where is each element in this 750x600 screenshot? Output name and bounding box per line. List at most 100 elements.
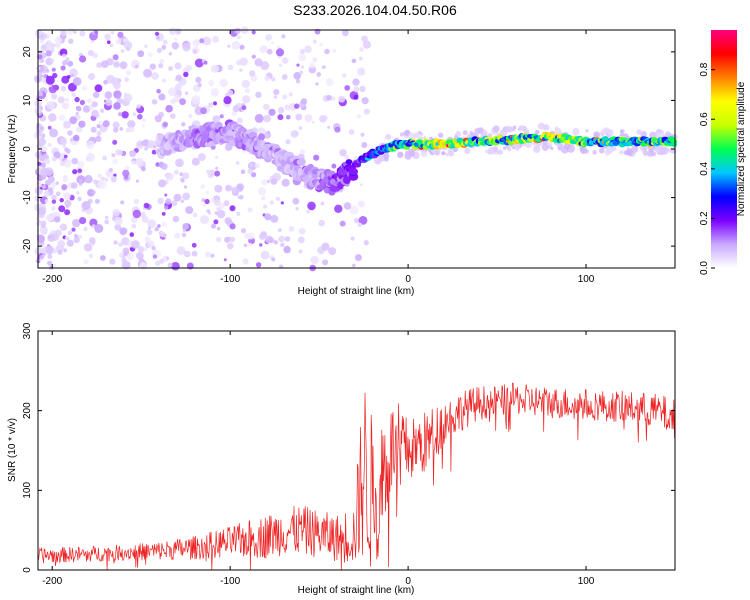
spectrogram-noise-point	[51, 199, 57, 204]
spectrogram-noise-point	[102, 155, 108, 161]
spectrogram-noise-point	[361, 97, 369, 105]
spectrogram-noise-point	[183, 185, 188, 189]
spectrogram-noise-point	[180, 178, 185, 183]
spectrogram-noise-point	[154, 115, 162, 123]
spectrogram-haze-point	[471, 133, 476, 137]
spectrogram-noise-point	[45, 214, 53, 222]
spectrogram-noise-point	[159, 59, 164, 64]
spectrogram-noise-point	[119, 126, 124, 131]
spectrogram-noise-point	[98, 120, 103, 125]
spectrogram-noise-point	[210, 253, 215, 258]
spectrogram-noise-point	[51, 206, 56, 211]
spectrogram-noise-point	[48, 187, 53, 192]
spectrogram-noise-point	[113, 90, 122, 99]
spectrogram-noise-point	[353, 86, 360, 93]
spectrogram-noise-point	[105, 169, 115, 178]
spectrogram-x-axis-label: Height of straight line (km)	[298, 286, 415, 297]
spectrogram-haze-point	[534, 129, 540, 135]
spectrogram-noise-point	[175, 158, 184, 168]
spectrogram-noise-point	[223, 258, 227, 262]
spectrogram-x-tick-label: 100	[578, 274, 595, 285]
spectrogram-noise-point	[179, 98, 187, 106]
spectrogram-noise-point	[277, 106, 285, 114]
spectrogram-noise-point	[251, 30, 256, 35]
spectrogram-noise-point	[151, 149, 157, 155]
spectrogram-noise-point	[225, 184, 232, 192]
spectrogram-noise-point	[360, 132, 365, 137]
spectrogram-noise-point	[122, 247, 130, 255]
spectrogram-noise-point	[126, 70, 131, 76]
spectrogram-noise-point	[141, 166, 146, 172]
spectrogram-noise-point	[91, 109, 99, 118]
spectrogram-noise-point	[273, 240, 278, 245]
spectrogram-x-tick-label: -100	[220, 274, 240, 285]
spectrogram-noise-point	[136, 251, 144, 260]
spectrogram-noise-point	[362, 40, 371, 49]
spectrogram-noise-point	[321, 65, 326, 69]
spectrogram-noise-point	[61, 53, 67, 58]
spectrogram-noise-point	[214, 184, 223, 193]
spectrogram-haze-point	[399, 132, 405, 137]
spectrogram-noise-point	[185, 206, 194, 214]
spectrogram-noise-point	[52, 248, 58, 254]
spectrogram-noise-point	[104, 33, 111, 41]
spectrogram-noise-point	[354, 254, 362, 262]
spectrogram-noise-point	[88, 253, 94, 259]
spectrogram-noise-point	[52, 72, 58, 79]
spectrogram-noise-point	[70, 138, 74, 142]
spectrogram-y-tick-label: 0	[22, 146, 33, 152]
spectrogram-noise-point	[313, 154, 320, 161]
spectrogram-noise-point	[118, 150, 123, 156]
spectrogram-noise-point	[179, 172, 184, 177]
spectrogram-noise-point	[76, 191, 80, 195]
spectrogram-noise-point	[129, 150, 137, 158]
spectrogram-noise-point	[121, 111, 129, 119]
snr-y-ticks: 0 100 200 300	[22, 322, 675, 573]
spectrogram-noise-point	[69, 116, 78, 125]
spectrogram-noise-point	[357, 222, 363, 228]
spectrogram-haze-point	[499, 129, 508, 137]
spectrogram-noise-point	[249, 70, 256, 77]
spectrogram-noise-point	[359, 56, 363, 61]
spectrogram-noise-point	[114, 216, 123, 226]
spectrogram-noise-point	[327, 125, 331, 129]
spectrogram-noise-point	[219, 114, 224, 119]
spectrogram-noise-point	[100, 60, 109, 68]
spectrogram-noise-point	[59, 223, 68, 231]
spectrogram-noise-point	[248, 242, 253, 247]
spectrogram-x-tick-label: 0	[405, 274, 411, 285]
colorbar-tick-label: 0.2	[699, 211, 710, 225]
spectrogram-haze-point	[585, 129, 589, 133]
spectrogram-noise-point	[74, 234, 78, 238]
spectrogram-noise-point	[257, 187, 267, 196]
spectrogram-noise-point	[237, 195, 242, 200]
spectrogram-noise-point	[254, 113, 264, 123]
spectrogram-noise-point	[68, 82, 77, 92]
spectrogram-haze-point	[537, 122, 545, 130]
spectrogram-noise-point	[164, 235, 168, 239]
spectrogram-noise-point	[156, 35, 160, 40]
spectrogram-noise-point	[206, 169, 210, 174]
spectrogram-noise-point	[297, 236, 305, 244]
spectrogram-noise-point	[79, 217, 87, 225]
spectrogram-noise-point	[307, 201, 316, 211]
spectrogram-noise-point	[359, 47, 364, 52]
spectrogram-noise-point	[162, 39, 168, 45]
spectrogram-noise-point	[110, 176, 118, 183]
spectrogram-noise-point	[202, 203, 206, 207]
spectrogram-noise-point	[361, 35, 368, 43]
spectrogram-noise-point	[242, 95, 251, 104]
spectrogram-noise-point	[174, 232, 181, 239]
spectrogram-haze-point	[374, 157, 378, 161]
spectrogram-haze-point	[485, 149, 489, 154]
spectrogram-noise-point	[174, 62, 181, 69]
spectrogram-noise-point	[181, 122, 186, 127]
spectrogram-noise-point	[122, 254, 126, 258]
spectrogram-noise-point	[51, 93, 58, 100]
spectrogram-noise-point	[363, 108, 370, 115]
spectrogram-noise-point	[66, 239, 74, 247]
spectrogram-noise-point	[176, 246, 186, 256]
spectrogram-noise-point	[167, 262, 173, 268]
spectrogram-marks	[34, 26, 678, 272]
spectrogram-haze-point	[505, 144, 511, 149]
